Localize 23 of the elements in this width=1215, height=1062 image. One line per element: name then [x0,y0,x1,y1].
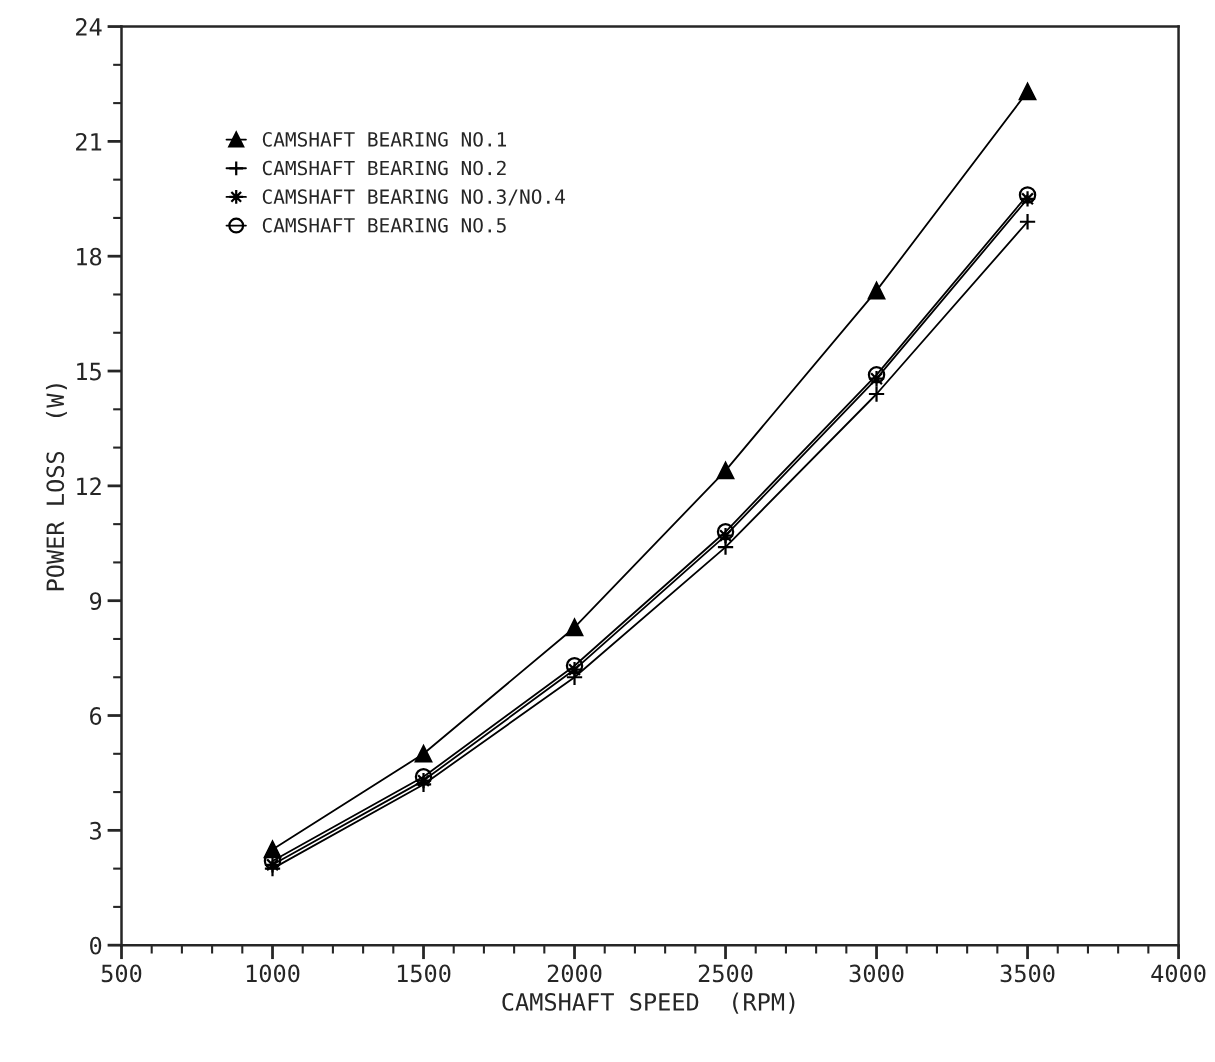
legend-label: CAMSHAFT BEARING NO.1 [262,132,507,147]
x-tick-label: 1500 [397,964,451,983]
legend-label: CAMSHAFT BEARING NO.5 [262,217,506,233]
x-tick-label: 3000 [849,964,904,983]
y-tick-label: 12 [77,477,101,495]
y-tick-label: 3 [90,821,101,840]
y-tick-label: 0 [90,936,102,955]
x-tick-label: 3500 [1000,964,1055,983]
y-tick-label: 9 [90,592,102,611]
x-tick-label: 2500 [698,964,753,983]
y-tick-label: 15 [77,362,101,381]
x-axis-title: CAMSHAFT SPEED (RPM) [502,992,795,1014]
y-tick-label: 6 [90,707,102,725]
legend-label: CAMSHAFT BEARING NO.2 [262,160,506,176]
legend-label: CAMSHAFT BEARING NO.3/NO.4 [262,189,565,206]
y-tick-label: 18 [77,247,102,266]
x-tick-label: 4000 [1151,964,1206,983]
y-tick-label: 24 [76,18,102,36]
y-axis-title: POWER LOSS (W) [45,384,67,591]
x-tick-label: 500 [101,964,142,983]
y-tick-label: 21 [76,132,102,151]
x-tick-label: 1000 [246,964,300,983]
x-tick-label: 2000 [547,964,602,983]
